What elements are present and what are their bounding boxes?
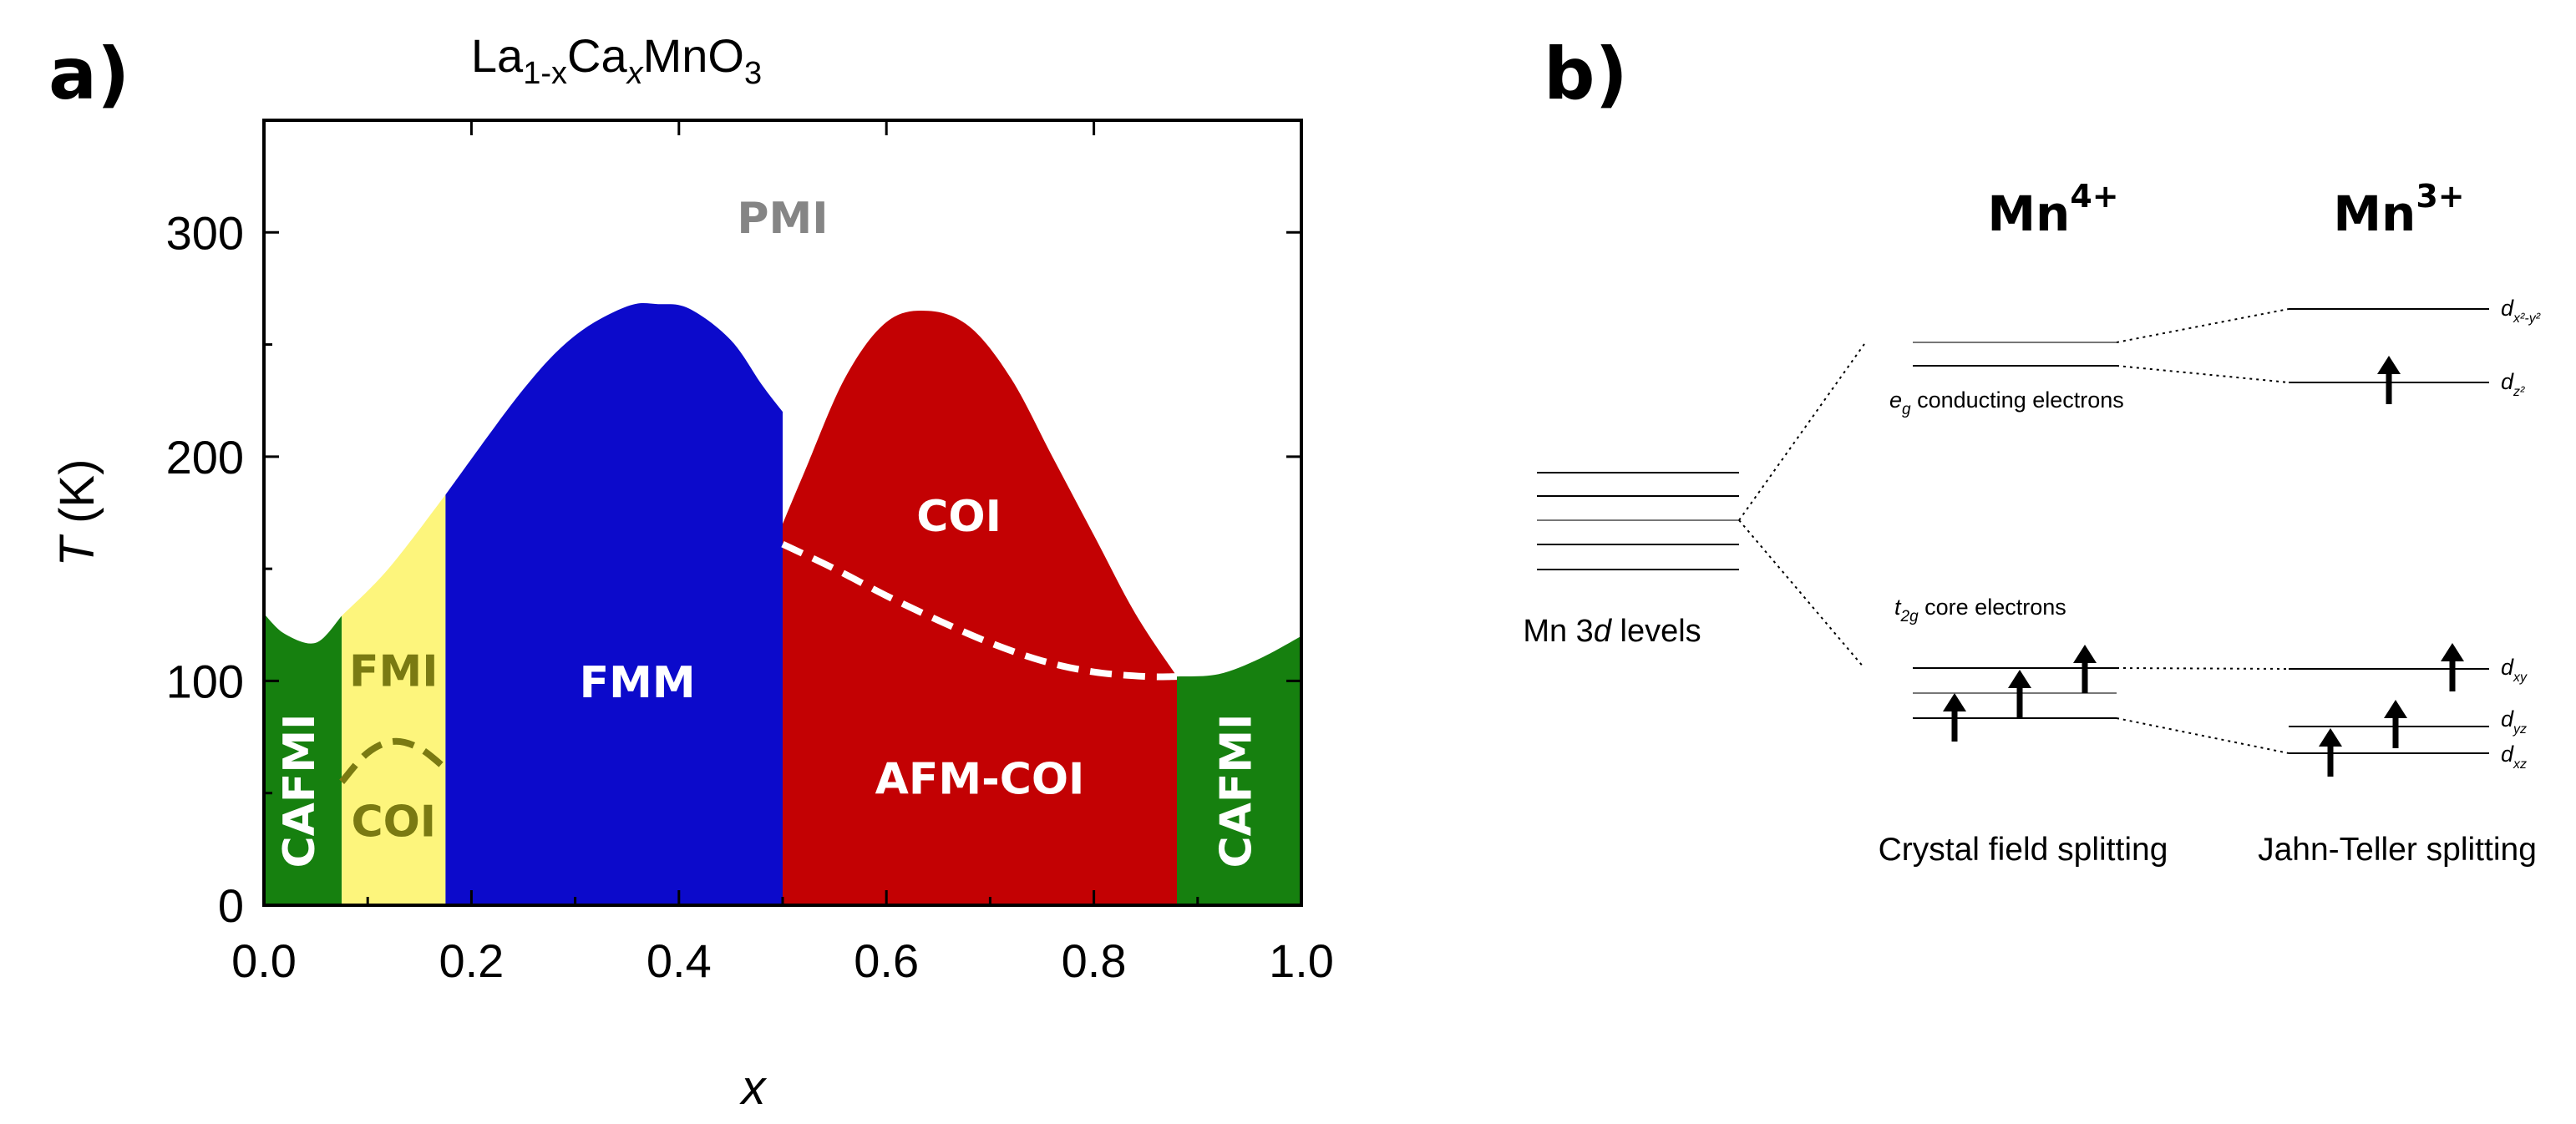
axis-ticks: [262, 120, 1303, 907]
spin-up-arrow-icon: [1943, 693, 1966, 742]
phase-label-pmi: PMI: [737, 194, 828, 244]
y-tick-label: 100: [166, 655, 244, 707]
x-tick-label: 0.8: [1062, 934, 1127, 987]
spin-up-arrow-icon: [2073, 645, 2097, 693]
panel-a: a) La1-xCaxMnO3 PMI FMI COI FMM COI AFM-COI CA…: [48, 29, 1334, 1115]
panel-b-label: b): [1544, 33, 1628, 116]
x-tick-label: 0.0: [231, 934, 297, 987]
crystal-field-caption: Crystal field splitting: [1879, 832, 2168, 868]
x-tick-label: 0.2: [439, 934, 504, 987]
phase-labels: PMI FMI COI FMM COI AFM-COI CAFMI CAFMI: [275, 194, 1262, 868]
region-cafmi-right: [1177, 635, 1301, 905]
dashed-coi-afm-boundary: [781, 540, 1178, 681]
spin-up-arrow-icon: [2008, 670, 2031, 718]
region-fmm: [445, 303, 783, 906]
x-tick-label: 1.0: [1269, 934, 1334, 987]
t2g-caption: t2g core electrons: [1894, 595, 2066, 625]
phase-label-fmm: FMM: [580, 658, 696, 708]
phase-boundaries: [339, 540, 1178, 784]
spin-up-arrow-icon: [2319, 728, 2342, 777]
region-coi-red: [783, 311, 1177, 905]
orbital-label-dx2y2: dx²-y²: [2501, 296, 2541, 326]
phase-label-fmi: FMI: [349, 646, 439, 696]
electron-arrows: [1943, 356, 2464, 777]
orbital-label-dz2: dz²: [2501, 369, 2525, 399]
jahn-teller-caption: Jahn-Teller splitting: [2258, 832, 2537, 868]
phase-label-cafmi-right: CAFMI: [1212, 713, 1262, 868]
mn4-heading: Mn4+: [1987, 178, 2118, 242]
phase-label-afm-coi: AFM-COI: [875, 754, 1085, 804]
dashed-fmi-coi-boundary: [339, 737, 448, 784]
mn-3d-levels: [1537, 472, 1739, 570]
panel-a-label: a): [48, 33, 129, 116]
y-tick-label: 0: [218, 879, 244, 932]
orbital-label-dyz: dyz: [2501, 706, 2527, 737]
spin-up-arrow-icon: [2377, 356, 2401, 404]
phase-label-cafmi-left: CAFMI: [275, 713, 325, 868]
chart-title: La1-xCaxMnO3: [471, 29, 762, 91]
phase-regions: [264, 303, 1301, 906]
phase-label-coi-red: COI: [916, 492, 1001, 542]
x-axis-label: x: [739, 1061, 768, 1115]
region-cafmi-left: [264, 613, 342, 905]
y-axis-label: T (K): [50, 459, 104, 567]
orbital-label-dxz: dxz: [2501, 742, 2527, 772]
region-fmi: [342, 494, 446, 905]
connectors: [1738, 308, 2289, 754]
spin-up-arrow-icon: [2384, 700, 2407, 748]
x-tick-label: 0.4: [647, 934, 712, 987]
y-tick-label: 200: [166, 431, 244, 484]
spin-up-arrow-icon: [2441, 643, 2464, 691]
orbital-label-dxy: dxy: [2501, 655, 2528, 685]
x-tick-label: 0.6: [854, 934, 919, 987]
y-tick-label: 300: [166, 206, 244, 259]
eg-caption: eg conducting electrons: [1889, 387, 2124, 418]
phase-label-coi-small: COI: [351, 797, 436, 847]
panel-b: b) Mn4+ Mn3+ Mn 3d levels: [1523, 33, 2540, 868]
mn3-heading: Mn3+: [2333, 178, 2464, 242]
mn-3d-levels-caption: Mn 3d levels: [1523, 614, 1701, 649]
axis-tick-labels: 0.0 0.2 0.4 0.6 0.8 1.0 0 100 200 300: [166, 206, 1334, 987]
